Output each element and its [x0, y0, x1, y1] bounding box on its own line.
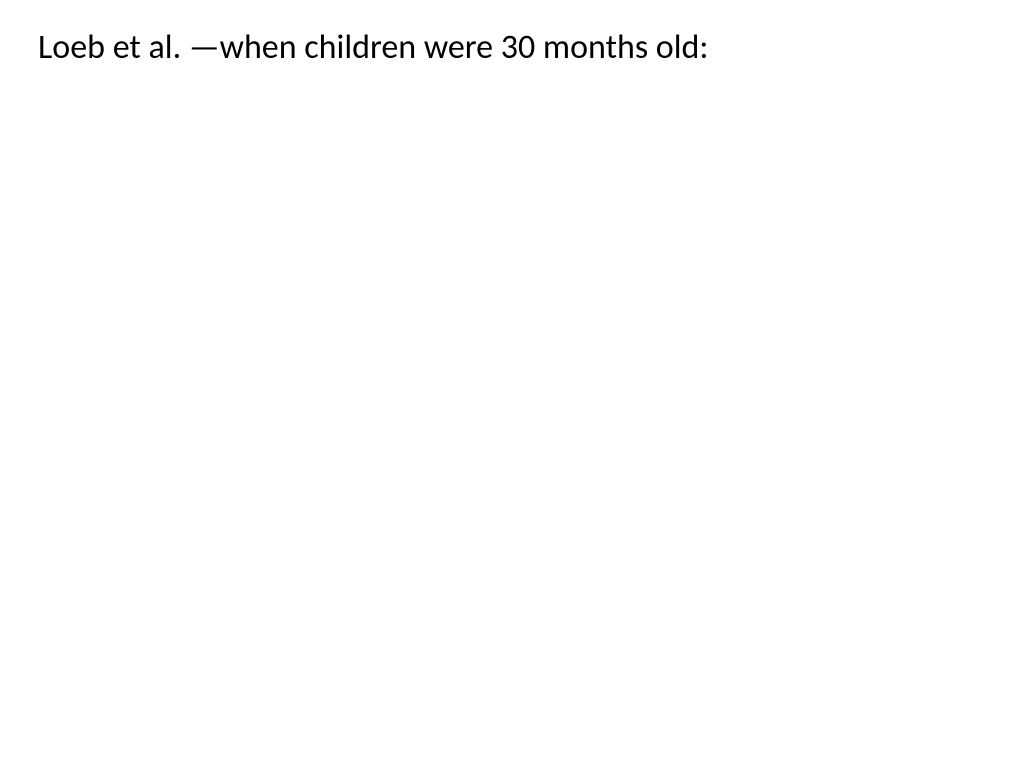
slide-container: Loeb et al. —when children were 30 month…: [0, 0, 1024, 768]
slide-title: Loeb et al. —when children were 30 month…: [38, 28, 986, 69]
